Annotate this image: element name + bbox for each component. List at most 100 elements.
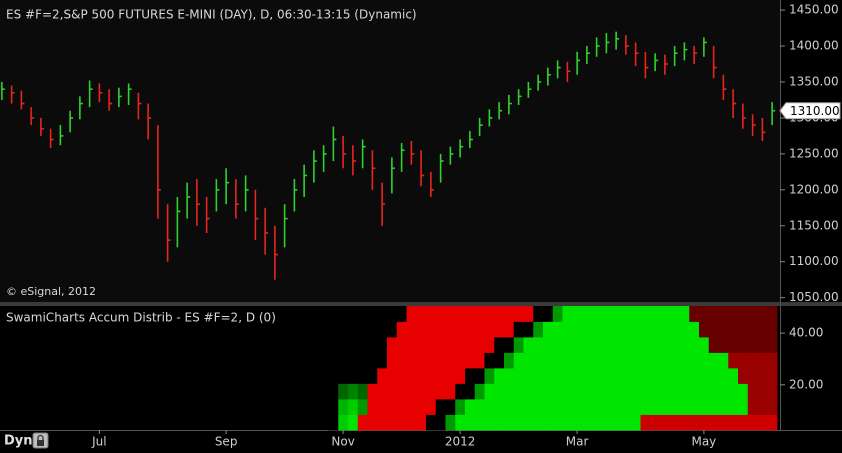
heat-cell xyxy=(552,337,563,353)
heat-cell xyxy=(699,399,710,415)
heat-cell xyxy=(377,306,388,322)
heat-cell xyxy=(650,368,661,384)
heat-cell xyxy=(455,383,466,400)
heat-cell xyxy=(718,321,729,338)
heat-cell xyxy=(435,399,446,415)
heat-cell xyxy=(406,399,417,415)
heat-cell xyxy=(494,337,505,353)
heat-cell xyxy=(406,321,417,338)
axes: 1050.001100.001150.001200.001250.001300.… xyxy=(91,3,841,449)
heat-cell xyxy=(377,414,388,431)
heat-cell xyxy=(494,414,505,431)
last-price-label: 1310.00 xyxy=(790,104,840,118)
heat-cell xyxy=(367,414,378,431)
heat-cell xyxy=(708,352,719,369)
heat-cell xyxy=(708,368,719,384)
heat-cell xyxy=(582,368,593,384)
dyn-label[interactable]: Dyn xyxy=(4,434,33,449)
heat-cell xyxy=(582,414,593,431)
heat-cell xyxy=(767,414,778,431)
heat-cell xyxy=(328,337,339,353)
heat-cell xyxy=(435,337,446,353)
heat-cell xyxy=(348,399,359,415)
heat-cell xyxy=(377,368,388,384)
heat-cell xyxy=(738,414,749,431)
heat-cell xyxy=(601,352,612,369)
heat-cell xyxy=(738,383,749,400)
heat-cell xyxy=(689,368,700,384)
heat-cell xyxy=(640,321,651,338)
heat-cell xyxy=(445,321,456,338)
heat-cell xyxy=(338,368,349,384)
heat-cell xyxy=(484,383,495,400)
heat-cell xyxy=(513,352,524,369)
heat-cell xyxy=(611,306,622,322)
heat-cell xyxy=(601,414,612,431)
heat-cell xyxy=(533,368,544,384)
heat-cell xyxy=(416,321,427,338)
heat-cell xyxy=(435,321,446,338)
heat-cell xyxy=(630,399,641,415)
heat-cell xyxy=(660,337,671,353)
heat-cell xyxy=(708,306,719,322)
heat-cell xyxy=(601,306,612,322)
heat-cell xyxy=(348,337,359,353)
heat-cell xyxy=(474,383,485,400)
heat-cell xyxy=(679,414,690,431)
heat-cell xyxy=(650,399,661,415)
dyn-button[interactable]: Dyn xyxy=(4,432,49,449)
heat-cell xyxy=(630,306,641,322)
heatmap xyxy=(328,306,778,431)
heat-cell xyxy=(504,352,515,369)
heat-cell xyxy=(338,306,349,322)
last-price-box xyxy=(779,102,841,120)
heat-cell xyxy=(348,306,359,322)
y-tick-label: 1150.00 xyxy=(789,218,839,232)
heat-cell xyxy=(728,399,739,415)
heat-cell xyxy=(513,337,524,353)
heat-cell xyxy=(621,383,632,400)
heat-cell xyxy=(426,337,437,353)
y-tick-label: 20.00 xyxy=(789,377,823,391)
heat-cell xyxy=(465,321,476,338)
heat-cell xyxy=(348,352,359,369)
heat-cell xyxy=(367,337,378,353)
heat-cell xyxy=(357,399,368,415)
heat-cell xyxy=(601,337,612,353)
heat-cell xyxy=(718,352,729,369)
heat-cell xyxy=(523,352,534,369)
heat-cell xyxy=(474,306,485,322)
heat-cell xyxy=(689,399,700,415)
heat-cell xyxy=(543,399,554,415)
heat-cell xyxy=(728,321,739,338)
heat-cell xyxy=(357,352,368,369)
heat-cell xyxy=(504,368,515,384)
heat-cell xyxy=(406,337,417,353)
heat-cell xyxy=(669,321,680,338)
heat-cell xyxy=(747,368,758,384)
price-title: ES #F=2,S&P 500 FUTURES E-MINI (DAY), D,… xyxy=(6,8,417,22)
heat-cell xyxy=(367,383,378,400)
heat-cell xyxy=(455,414,466,431)
heat-cell xyxy=(689,352,700,369)
heat-cell xyxy=(504,383,515,400)
heat-cell xyxy=(533,352,544,369)
heat-cell xyxy=(377,352,388,369)
heat-cell xyxy=(523,414,534,431)
heat-cell xyxy=(533,414,544,431)
heat-cell xyxy=(708,414,719,431)
heat-cell xyxy=(660,306,671,322)
heat-cell xyxy=(747,352,758,369)
heat-cell xyxy=(552,414,563,431)
heat-cell xyxy=(669,337,680,353)
heat-cell xyxy=(445,399,456,415)
heat-cell xyxy=(699,383,710,400)
heat-cell xyxy=(747,306,758,322)
heat-cell xyxy=(523,368,534,384)
heat-cell xyxy=(406,306,417,322)
heat-cell xyxy=(396,337,407,353)
heat-cell xyxy=(669,368,680,384)
heat-cell xyxy=(767,337,778,353)
heat-cell xyxy=(416,368,427,384)
heat-cell xyxy=(708,399,719,415)
